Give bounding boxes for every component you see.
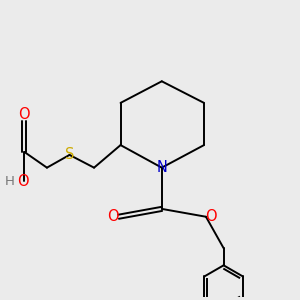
Text: N: N [156, 160, 167, 175]
Text: H: H [5, 175, 15, 188]
Text: O: O [206, 209, 217, 224]
Text: O: O [107, 209, 119, 224]
Text: O: O [19, 107, 30, 122]
Text: O: O [17, 174, 29, 189]
Text: S: S [65, 147, 74, 162]
